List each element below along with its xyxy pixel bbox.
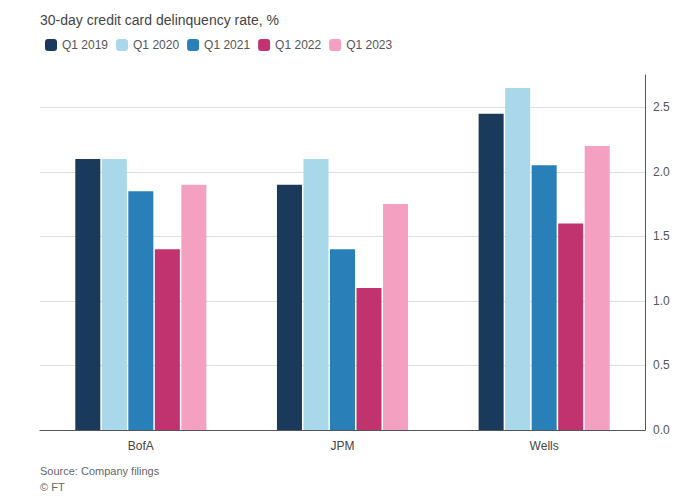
svg-text:2.5: 2.5 xyxy=(653,100,670,114)
svg-text:Q1 2020: Q1 2020 xyxy=(133,38,179,52)
svg-text:© FT: © FT xyxy=(40,481,65,493)
svg-text:1.5: 1.5 xyxy=(653,229,670,243)
svg-text:30-day credit card delinquency: 30-day credit card delinquency rate, % xyxy=(40,12,279,28)
svg-text:0.0: 0.0 xyxy=(653,423,670,437)
svg-text:1.0: 1.0 xyxy=(653,294,670,308)
svg-text:Q1 2023: Q1 2023 xyxy=(346,38,392,52)
svg-text:Q1 2022: Q1 2022 xyxy=(275,38,321,52)
svg-text:Q1 2021: Q1 2021 xyxy=(204,38,250,52)
svg-text:0.5: 0.5 xyxy=(653,358,670,372)
svg-text:Q1 2019: Q1 2019 xyxy=(62,38,108,52)
svg-text:JPM: JPM xyxy=(331,439,355,453)
svg-text:2.0: 2.0 xyxy=(653,165,670,179)
svg-text:BofA: BofA xyxy=(128,439,154,453)
svg-text:Source: Company filings: Source: Company filings xyxy=(40,465,160,477)
svg-text:Wells: Wells xyxy=(530,439,559,453)
